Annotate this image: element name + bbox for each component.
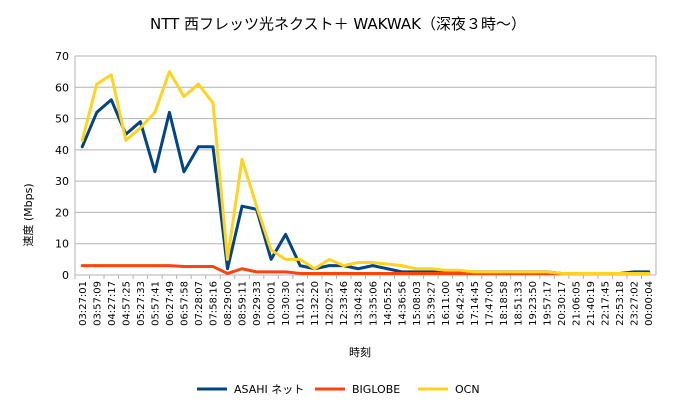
x-tick-label: 09:29:33	[252, 281, 263, 326]
y-tick-label: 70	[55, 50, 69, 63]
x-tick-label: 11:32:20	[310, 281, 321, 326]
x-tick-label: 22:17:45	[601, 281, 612, 326]
x-tick-label: 21:40:19	[586, 281, 597, 326]
x-tick-label: 21:06:05	[572, 281, 583, 326]
x-axis-ticks: 03:27:01 03:57:09 04:27:17 04:57:25 05:27:33…	[74, 275, 655, 326]
x-tick-label: 10:00:01	[267, 281, 278, 326]
x-tick-label: 15:39:27	[426, 281, 437, 326]
x-tick-label: 17:47:00	[484, 281, 495, 326]
x-tick-label: 05:57:41	[150, 281, 161, 326]
x-tick-label: 13:04:28	[354, 281, 365, 326]
x-tick-label: 14:36:56	[397, 281, 408, 326]
x-tick-label: 12:02:57	[325, 281, 336, 326]
x-tick-label: 19:57:17	[543, 281, 554, 326]
x-tick-label: 04:27:17	[107, 281, 118, 326]
x-tick-label: 00:00:04	[644, 281, 655, 326]
x-tick-label: 08:59:11	[238, 281, 249, 326]
y-tick-label: 20	[55, 206, 69, 219]
x-tick-label: 06:57:58	[179, 281, 190, 326]
y-tick-label: 50	[55, 113, 69, 126]
x-tick-label: 03:27:01	[78, 281, 89, 326]
y-tick-label: 0	[62, 269, 69, 282]
x-tick-label: 20:30:17	[557, 281, 568, 326]
x-tick-label: 07:58:16	[208, 281, 219, 326]
legend-label-0: ASAHI ネット	[234, 383, 304, 396]
x-tick-label: 05:27:33	[136, 281, 147, 326]
chart-title: NTT 西フレッツ光ネクスト＋ WAKWAK（深夜３時～）	[150, 15, 526, 33]
y-tick-label: 60	[55, 81, 69, 94]
x-tick-label: 23:27:02	[630, 281, 641, 326]
x-tick-label: 04:57:25	[121, 281, 132, 326]
x-tick-label: 08:29:00	[223, 281, 234, 326]
x-tick-label: 11:01:21	[296, 281, 307, 326]
x-tick-label: 12:33:46	[339, 281, 350, 326]
series-lines	[80, 70, 651, 275]
legend: ASAHI ネット BIGLOBE OCN	[197, 383, 480, 396]
x-tick-label: 15:08:03	[412, 281, 423, 326]
x-tick-label: 13:35:06	[368, 281, 379, 326]
x-tick-label: 03:57:09	[92, 281, 103, 326]
y-tick-label: 30	[55, 175, 69, 188]
x-tick-label: 06:27:49	[165, 281, 176, 326]
x-tick-label: 19:23:50	[528, 281, 539, 326]
x-tick-label: 18:18:58	[499, 281, 510, 326]
y-axis-title: 速度 (Mbps)	[21, 183, 35, 246]
legend-label-2: OCN	[455, 383, 480, 396]
x-tick-label: 14:05:52	[383, 281, 394, 326]
x-tick-label: 07:28:07	[194, 281, 205, 326]
y-tick-label: 40	[55, 144, 69, 157]
x-tick-label: 10:30:30	[281, 281, 292, 326]
x-tick-label: 22:53:18	[615, 281, 626, 326]
x-tick-label: 16:42:45	[455, 281, 466, 326]
x-axis-title: 時刻	[349, 345, 371, 359]
x-tick-label: 16:11:00	[441, 281, 452, 326]
x-tick-label: 18:51:33	[514, 281, 525, 326]
y-tick-label: 10	[55, 238, 69, 251]
legend-label-1: BIGLOBE	[352, 383, 400, 396]
series-line-2	[80, 70, 651, 275]
y-axis-ticks: 0 10 20 30 40 50 60 70	[55, 50, 69, 282]
x-tick-label: 17:14:45	[470, 281, 481, 326]
series-line-0	[80, 98, 651, 275]
